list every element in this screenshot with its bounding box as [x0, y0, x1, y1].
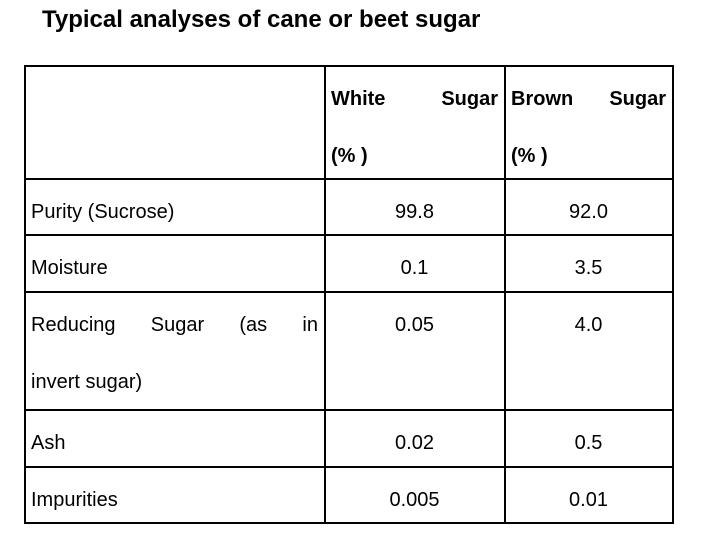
value-moisture-brown: 3.5: [504, 234, 674, 293]
value-reducing-sugar-brown: 4.0: [504, 291, 674, 411]
header-empty-cell: [24, 65, 326, 180]
value-ash-brown: 0.5: [504, 409, 674, 468]
row-label-reducing-sugar-line2: invert sugar): [31, 371, 143, 393]
column-title-brown-sugar: Brown Sugar: [511, 88, 666, 110]
header-brown-sugar: Brown Sugar (% ): [504, 65, 674, 180]
value-impurities-brown: 0.01: [504, 466, 674, 524]
column-title-white-sugar: White Sugar: [331, 88, 498, 110]
table-header-row: White Sugar (% ) Brown Sugar (% ): [24, 65, 674, 180]
column-unit-white-sugar: (% ): [331, 145, 368, 167]
row-label-purity: Purity (Sucrose): [24, 178, 326, 236]
value-moisture-white: 0.1: [324, 234, 506, 293]
header-white-sugar: White Sugar (% ): [324, 65, 506, 180]
row-label-reducing-sugar-line1: Reducing Sugar (as in: [31, 314, 318, 336]
value-purity-white: 99.8: [324, 178, 506, 236]
table-row-impurities: Impurities 0.005 0.01: [24, 466, 674, 524]
column-unit-brown-sugar: (% ): [511, 145, 548, 167]
value-purity-brown: 92.0: [504, 178, 674, 236]
table-row-moisture: Moisture 0.1 3.5: [24, 234, 674, 293]
table-row-reducing-sugar: Reducing Sugar (as in invert sugar) 0.05…: [24, 291, 674, 411]
row-label-reducing-sugar: Reducing Sugar (as in invert sugar): [24, 291, 326, 411]
row-label-moisture: Moisture: [24, 234, 326, 293]
value-ash-white: 0.02: [324, 409, 506, 468]
page-title: Typical analyses of cane or beet sugar: [42, 6, 481, 33]
row-label-impurities: Impurities: [24, 466, 326, 524]
value-reducing-sugar-white: 0.05: [324, 291, 506, 411]
row-label-ash: Ash: [24, 409, 326, 468]
value-impurities-white: 0.005: [324, 466, 506, 524]
table-row-ash: Ash 0.02 0.5: [24, 409, 674, 468]
table-row-purity: Purity (Sucrose) 99.8 92.0: [24, 178, 674, 236]
sugar-analysis-table: White Sugar (% ) Brown Sugar (% ) Purity…: [24, 65, 674, 524]
